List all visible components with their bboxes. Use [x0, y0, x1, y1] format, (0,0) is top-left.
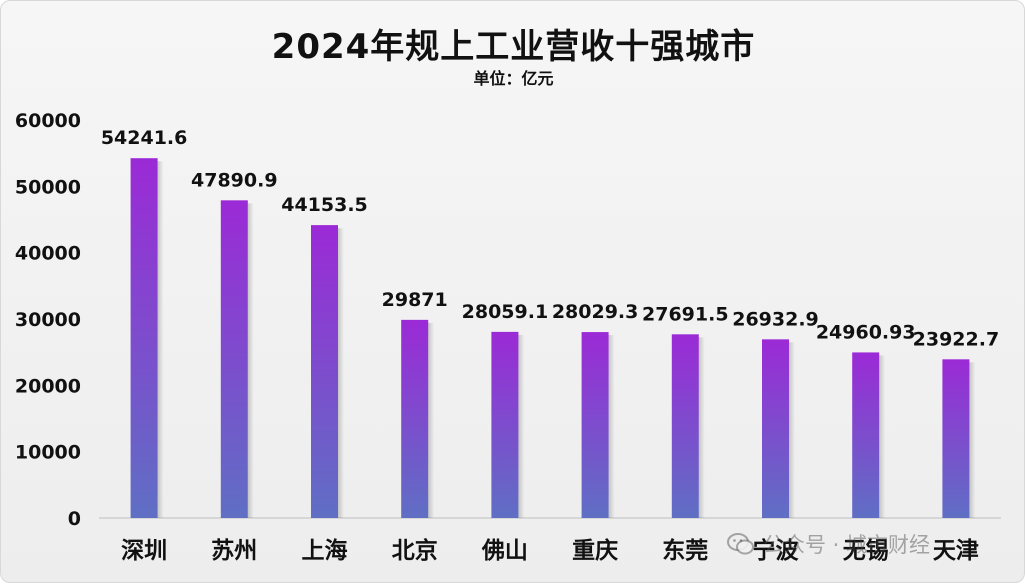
bar-7 — [671, 334, 699, 518]
bar-value-label: 26932.9 — [732, 308, 819, 330]
bar-value-label: 44153.5 — [281, 194, 368, 216]
x-category-label: 深圳 — [121, 538, 167, 564]
x-axis-labels: 深圳 苏州 上海 北京 佛山 重庆 东莞 宁波 无锡 天津 — [121, 537, 979, 564]
bar-value-label: 47890.9 — [191, 169, 278, 191]
bar-value-label: 23922.7 — [913, 328, 1000, 350]
bar-shadow — [789, 342, 795, 518]
bar-value-label: 27691.5 — [642, 303, 729, 325]
chart-subtitle: 单位：亿元 — [473, 69, 554, 88]
y-axis: 0 10000 20000 30000 40000 50000 60000 — [15, 110, 81, 530]
bar-shadow — [698, 337, 705, 518]
y-tick-label: 30000 — [15, 309, 81, 331]
bar-value-label: 54241.6 — [101, 127, 188, 149]
bar-value-label: 24960.93 — [816, 321, 916, 343]
bar-9 — [852, 352, 880, 518]
y-tick-label: 0 — [68, 508, 81, 530]
y-tick-label: 40000 — [15, 243, 81, 265]
x-category-label: 东莞 — [662, 537, 708, 564]
bar-shadow — [338, 228, 344, 518]
x-category-label: 重庆 — [572, 537, 618, 564]
x-category-label: 苏州 — [211, 538, 257, 564]
y-tick-label: 10000 — [15, 442, 81, 464]
bar-5 — [491, 331, 519, 518]
x-category-label: 天津 — [933, 537, 979, 564]
x-category-label: 佛山 — [481, 538, 528, 564]
bar-shadow — [518, 334, 525, 518]
bar-4 — [401, 319, 429, 518]
x-category-label: 北京 — [392, 537, 438, 564]
bar-shadow — [879, 355, 886, 518]
bar-shadow — [969, 362, 976, 518]
y-tick-label: 60000 — [15, 110, 81, 132]
bar-6 — [581, 332, 609, 518]
bar-shadow — [428, 322, 435, 518]
x-category-label: 宁波 — [753, 537, 800, 564]
bars-group — [130, 158, 976, 518]
y-tick-label: 50000 — [15, 176, 81, 198]
bar-shadow — [247, 203, 254, 518]
x-category-label: 无锡 — [843, 538, 889, 564]
y-tick-label: 20000 — [15, 375, 81, 397]
bar-value-label: 28059.1 — [462, 301, 549, 323]
chart-title: 2024年规上工业营收十强城市 — [271, 27, 756, 67]
watermark: 公众号 · 城市财经 — [727, 529, 930, 559]
bar-10 — [942, 359, 970, 518]
x-category-label: 上海 — [302, 537, 348, 564]
bar-value-label: 29871 — [382, 289, 448, 311]
bar-shadow — [608, 335, 615, 518]
bar-3 — [311, 225, 338, 518]
bar-shadow — [157, 161, 164, 518]
bar-2 — [220, 200, 248, 518]
watermark-text: 公众号 · 城市财经 — [763, 533, 931, 557]
bar-8 — [762, 339, 789, 518]
wechat-icon — [727, 533, 754, 555]
bar-value-label: 28029.3 — [552, 301, 639, 323]
bar-1 — [130, 158, 158, 518]
